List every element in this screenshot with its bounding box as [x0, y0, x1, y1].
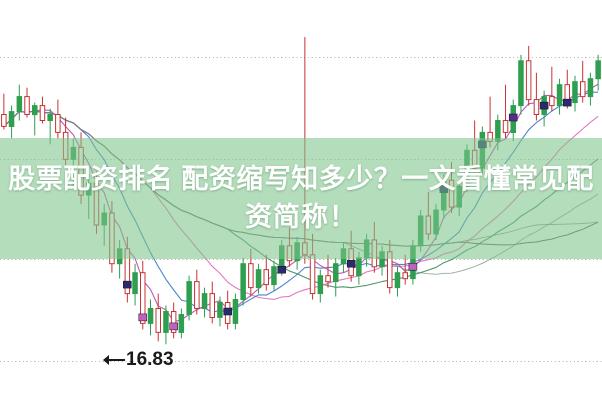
candlestick-chart[interactable] — [0, 0, 602, 401]
chart-screenshot: 股票配资排名 配资缩写知多少？一文看懂常见配 资简称！ 16.83 — [0, 0, 602, 401]
